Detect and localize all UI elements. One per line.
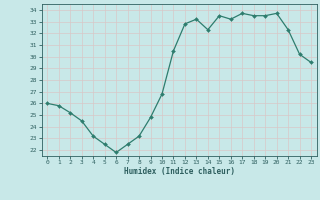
X-axis label: Humidex (Indice chaleur): Humidex (Indice chaleur) — [124, 167, 235, 176]
